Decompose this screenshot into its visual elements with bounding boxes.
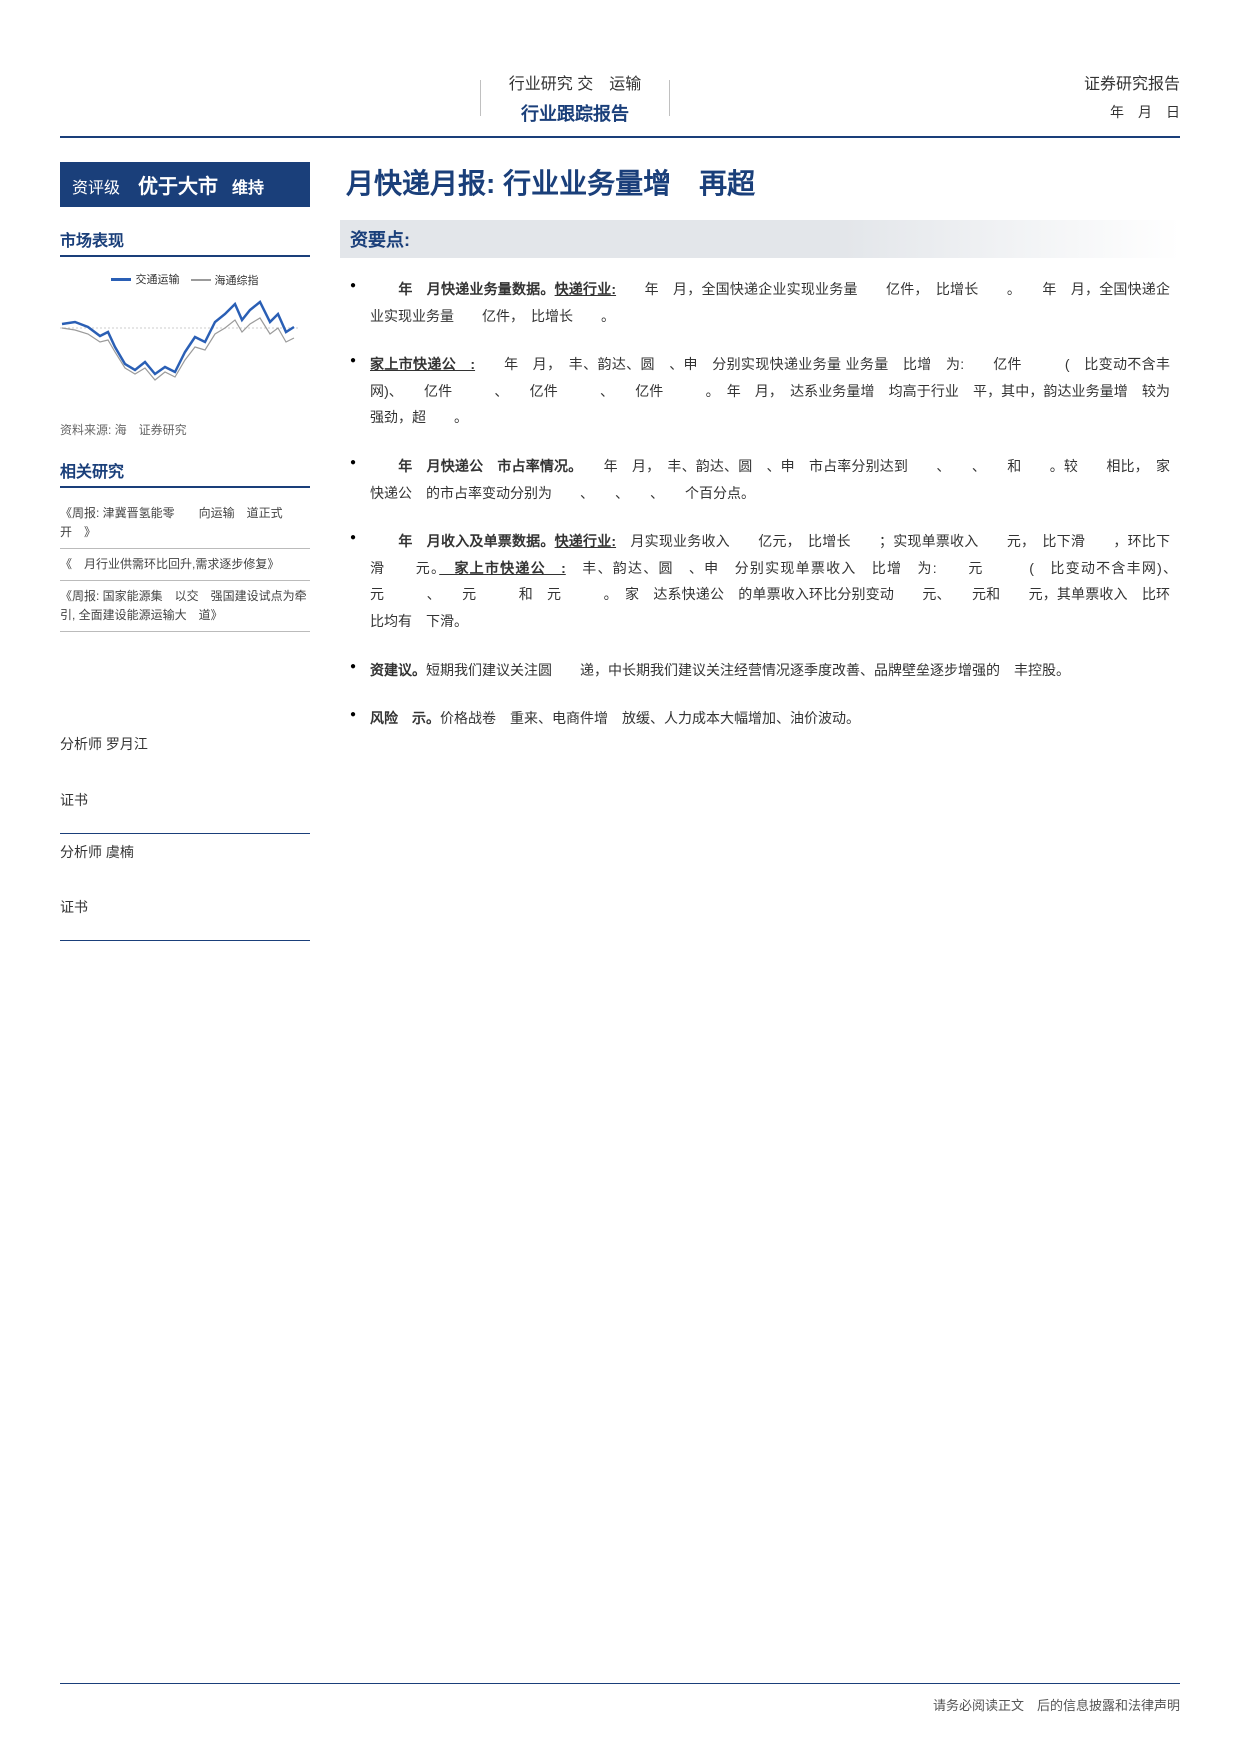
analyst-block: 分析师 罗月江 证书 分析师 虞楠 证书	[60, 732, 310, 941]
related-item: 《周报: 津冀晋氢能零 向运输 道正式开 》	[60, 498, 310, 549]
main-title: 月快递月报: 行业业务量增 再超	[340, 162, 1180, 202]
data-source: 资料来源: 海 证券研究	[60, 421, 310, 438]
rating-badge: 资评级 优于大市 维持	[60, 162, 310, 207]
key-points-label: 资要点:	[350, 230, 410, 250]
related-research-heading: 相关研究	[60, 458, 310, 488]
chart-legend: 交通运输 海通综指	[60, 271, 310, 288]
bullet-item: 家上市快递公 : 年 月， 丰、韵达、圆 、申 分别实现快递业务量 业务量 比增…	[350, 351, 1170, 431]
content-row: 资评级 优于大市 维持 市场表现 交通运输 海通综指 资料来源: 海 证券研究 …	[60, 162, 1180, 947]
bullet-list: 年 月快递业务量数据。快递行业: 年 月，全国快递企业实现业务量 亿件， 比增长…	[340, 276, 1180, 732]
rating-maintain: 维持	[232, 174, 264, 198]
market-chart: 交通运输 海通综指	[60, 267, 310, 413]
rating-main: 优于大市	[138, 170, 218, 199]
bullet-item: 资建议。短期我们建议关注圆 递，中长期我们建议关注经营情况逐季度改善、品牌壁垒逐…	[350, 657, 1170, 684]
left-column: 资评级 优于大市 维持 市场表现 交通运输 海通综指 资料来源: 海 证券研究 …	[60, 162, 310, 947]
bullet-item: 年 月快递业务量数据。快递行业: 年 月，全国快递企业实现业务量 亿件， 比增长…	[350, 276, 1170, 329]
header-center: 行业研究 交 运输 行业跟踪报告	[60, 70, 940, 126]
footer-disclaimer: 请务必阅读正文 后的信息披露和法律声明	[933, 1695, 1180, 1714]
header-right: 证券研究报告 年 月 日	[940, 70, 1180, 122]
key-points-bar: 资要点:	[340, 220, 1180, 258]
report-date: 年 月 日	[940, 102, 1180, 122]
footer-rule	[60, 1683, 1180, 1684]
report-header: 行业研究 交 运输 行业跟踪报告 证券研究报告 年 月 日	[60, 70, 1180, 126]
cert-label-2: 证书	[60, 895, 310, 920]
report-type: 证券研究报告	[940, 70, 1180, 94]
bullet-item: 风险 示。价格战卷 重来、电商件增 放缓、人力成本大幅增加、油价波动。	[350, 705, 1170, 732]
analyst-name-1: 分析师 罗月江	[60, 732, 310, 757]
right-column: 月快递月报: 行业业务量增 再超 资要点: 年 月快递业务量数据。快递行业: 年…	[340, 162, 1180, 947]
bullet-item: 年 月收入及单票数据。快递行业: 月实现业务收入 亿元， 比增长 ；实现单票收入…	[350, 528, 1170, 634]
rating-prefix: 资评级	[72, 174, 120, 198]
market-perf-heading: 市场表现	[60, 227, 310, 257]
category-text: 行业研究 交 运输	[509, 70, 641, 94]
legend-b: 海通综指	[215, 272, 259, 288]
analyst-name-2: 分析师 虞楠	[60, 840, 310, 865]
bullet-item: 年 月快递公 市占率情况。 年 月， 丰、韵达、圆 、申 市占率分别达到 、 、…	[350, 453, 1170, 506]
subtitle-text: 行业跟踪报告	[509, 100, 641, 126]
legend-a: 交通运输	[135, 271, 179, 287]
perf-chart-svg	[60, 292, 300, 402]
related-item: 《周报: 国家能源集 以交 强国建设试点为牵引, 全面建设能源运输大 道》	[60, 581, 310, 632]
header-rule	[60, 136, 1180, 138]
cert-label-1: 证书	[60, 788, 310, 813]
related-item: 《 月行业供需环比回升,需求逐步修复》	[60, 549, 310, 581]
